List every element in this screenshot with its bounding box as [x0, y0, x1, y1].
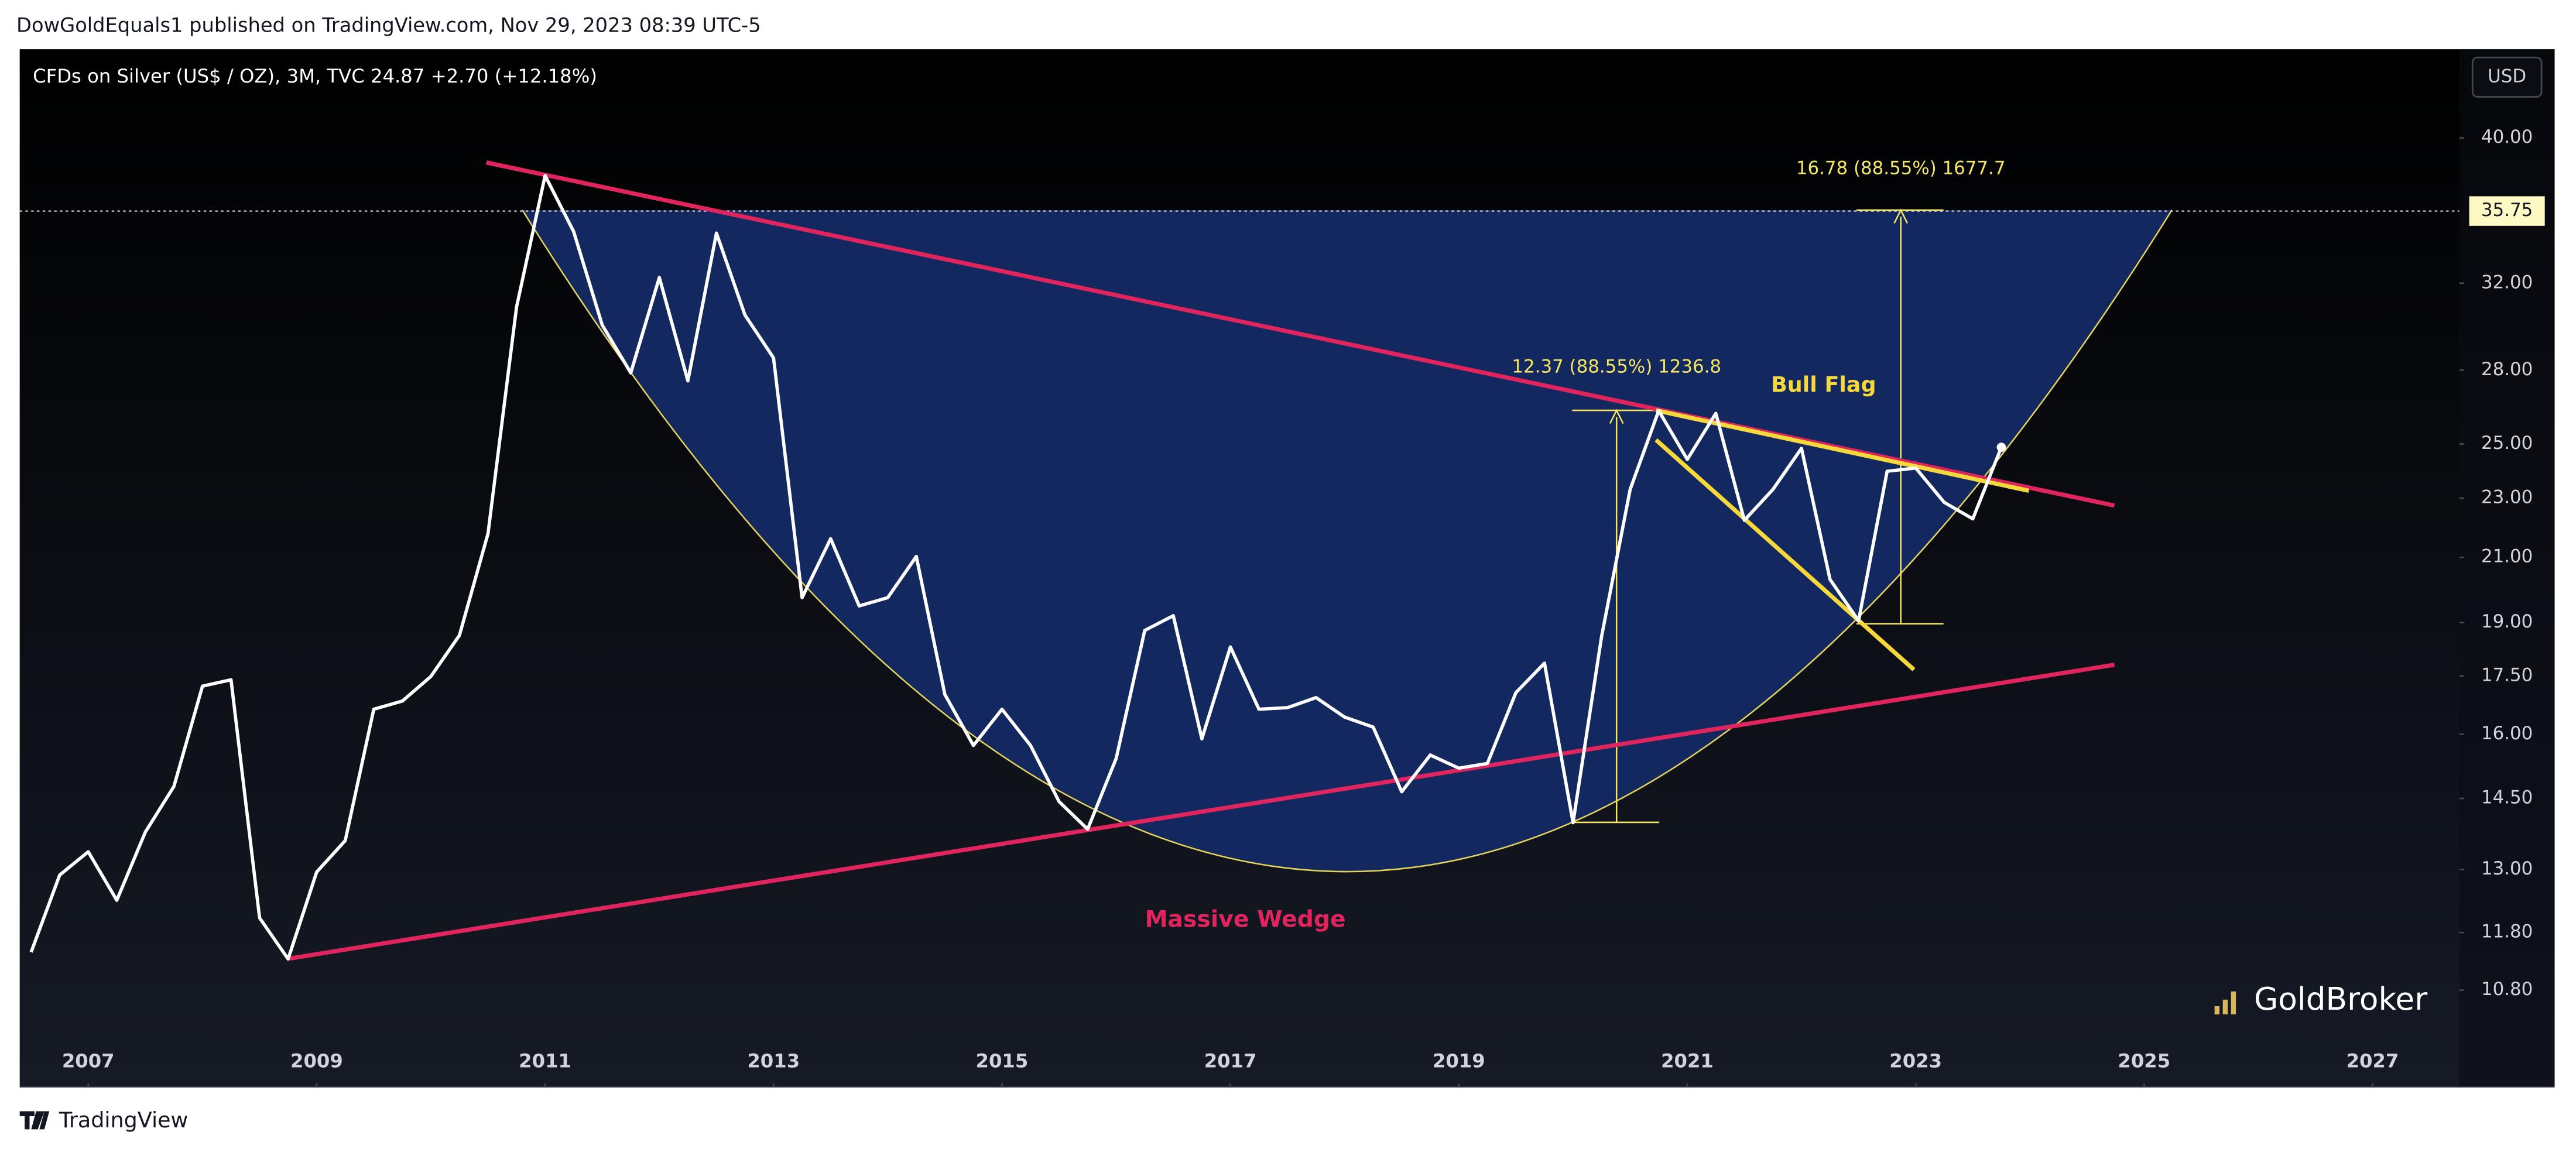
y-tick-label: 10.80 [2481, 979, 2533, 1000]
price-label-box [2469, 196, 2545, 226]
measure-label: 12.37 (88.55%) 1236.8 [1512, 356, 1721, 378]
y-tick-label: 40.00 [2481, 126, 2533, 148]
lower-wedge-line [289, 663, 2115, 961]
chart-title: CFDs on Silver (US$ / OZ), 3M, TVC 24.87… [33, 65, 597, 87]
x-tick-label: 2025 [2118, 1049, 2170, 1072]
y-tick-label: 32.00 [2481, 272, 2533, 293]
y-tick-label: 17.50 [2481, 664, 2533, 685]
axis-layer: 10.80 11.80 13.00 14.50 16.00 17.50 19.00 21.00… [62, 126, 2545, 1087]
y-tick-label: 19.00 [2481, 611, 2533, 632]
annotation: Bull Flag [1771, 372, 1876, 397]
x-tick-label: 2011 [519, 1049, 571, 1072]
x-tick-label: 2019 [1433, 1049, 1485, 1072]
flag-lower-line [1654, 438, 1916, 671]
x-tick-label: 2017 [1204, 1049, 1257, 1072]
y-tick-label: 11.80 [2481, 921, 2533, 942]
upper-wedge-line [485, 160, 2115, 508]
annotation: Massive Wedge [1145, 907, 1345, 933]
measure-tools [1572, 208, 1944, 824]
x-tick-label: 2015 [976, 1049, 1029, 1072]
currency-button[interactable] [2471, 56, 2543, 98]
x-tick-label: 2021 [1661, 1049, 1714, 1072]
data-layer [29, 174, 2006, 961]
icon-bar [2231, 991, 2236, 1015]
measure-arrow [1609, 409, 1624, 424]
measure-label: 16.78 (88.55%) 1677.7 [1796, 157, 2006, 179]
currency-label: USD [2488, 66, 2526, 87]
cup-outline [522, 210, 2173, 873]
watermark: GoldBroker [2254, 981, 2427, 1017]
y-tick-label: 25.00 [2481, 433, 2533, 454]
y-tick-label: 16.00 [2481, 723, 2533, 744]
measure-arrow [1893, 208, 1909, 224]
icon-bar [2222, 999, 2228, 1015]
publish-header: DowGoldEquals1 published on TradingView.… [16, 13, 761, 36]
price-label: 35.75 [2481, 200, 2533, 221]
watermark-icon [2214, 991, 2236, 1015]
x-tick-label: 2009 [290, 1049, 343, 1072]
x-tick-label: 2007 [62, 1049, 115, 1072]
x-tick-label: 2023 [1889, 1049, 1942, 1072]
footer-logo [19, 1111, 50, 1130]
price-series-line [29, 174, 2003, 961]
footer-brand: TradingView [59, 1107, 188, 1133]
y-tick-label: 14.50 [2481, 787, 2533, 808]
y-tick-label: 21.00 [2481, 546, 2533, 567]
y-tick-label: 23.00 [2481, 487, 2533, 508]
x-tick-label: 2013 [747, 1049, 800, 1072]
y-tick-label: 13.00 [2481, 858, 2533, 879]
last-price-dot [1996, 443, 2006, 452]
x-tick-label: 2027 [2347, 1049, 2399, 1072]
y-tick-label: 28.00 [2481, 359, 2533, 380]
icon-bar [2214, 1006, 2220, 1015]
